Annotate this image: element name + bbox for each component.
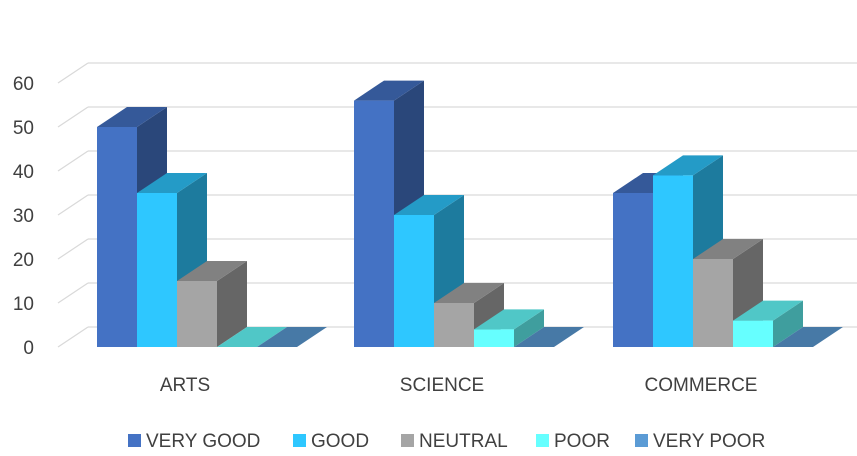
legend-swatch xyxy=(401,434,414,447)
legend-item-very-poor: VERY POOR xyxy=(635,431,765,452)
legend-label: GOOD xyxy=(311,431,369,452)
legend-label: POOR xyxy=(554,431,610,452)
category-label-commerce: COMMERCE xyxy=(645,375,758,396)
bar-arts-neutral xyxy=(177,261,247,347)
gridline-60 xyxy=(57,62,857,84)
category-label-science: SCIENCE xyxy=(400,375,484,396)
category-labels: ARTS SCIENCE COMMERCE xyxy=(160,375,758,396)
legend-label: VERY POOR xyxy=(653,431,765,452)
legend-label: VERY GOOD xyxy=(146,431,260,452)
y-tick-label-40: 40 xyxy=(13,162,34,183)
legend-item-neutral: NEUTRAL xyxy=(401,431,508,452)
y-tick-label-30: 30 xyxy=(13,206,34,227)
y-tick-label-0: 0 xyxy=(23,338,34,359)
y-tick-label-10: 10 xyxy=(13,294,34,315)
legend-item-very-good: VERY GOOD xyxy=(128,431,260,452)
y-tick-label-50: 50 xyxy=(13,118,34,139)
gridline-30 xyxy=(57,194,857,216)
gridline-50 xyxy=(57,106,857,128)
legend-swatch xyxy=(635,434,648,447)
y-tick-label-60: 60 xyxy=(13,74,34,95)
legend-item-poor: POOR xyxy=(536,431,610,452)
legend-swatch xyxy=(293,434,306,447)
y-tick-label-20: 20 xyxy=(13,250,34,271)
legend-swatch xyxy=(128,434,141,447)
bar-arts-poor xyxy=(217,327,287,347)
legend-swatch xyxy=(536,434,549,447)
gridline-40 xyxy=(57,150,857,172)
bar-science-poor xyxy=(474,309,544,347)
bar-arts-very-poor xyxy=(257,327,327,347)
legend-label: NEUTRAL xyxy=(419,431,508,452)
bar-commerce-very-poor xyxy=(773,327,843,347)
bar-commerce-neutral xyxy=(693,239,763,347)
legend: VERY GOOD GOOD NEUTRAL POOR VERY POOR xyxy=(128,431,765,452)
y-axis-ticks: 0 10 20 30 40 50 60 xyxy=(13,74,34,359)
bar-commerce-poor xyxy=(733,300,803,347)
legend-item-good: GOOD xyxy=(293,431,369,452)
category-label-arts: ARTS xyxy=(160,375,210,396)
bar-science-very-poor xyxy=(514,327,584,347)
bars xyxy=(97,80,843,347)
